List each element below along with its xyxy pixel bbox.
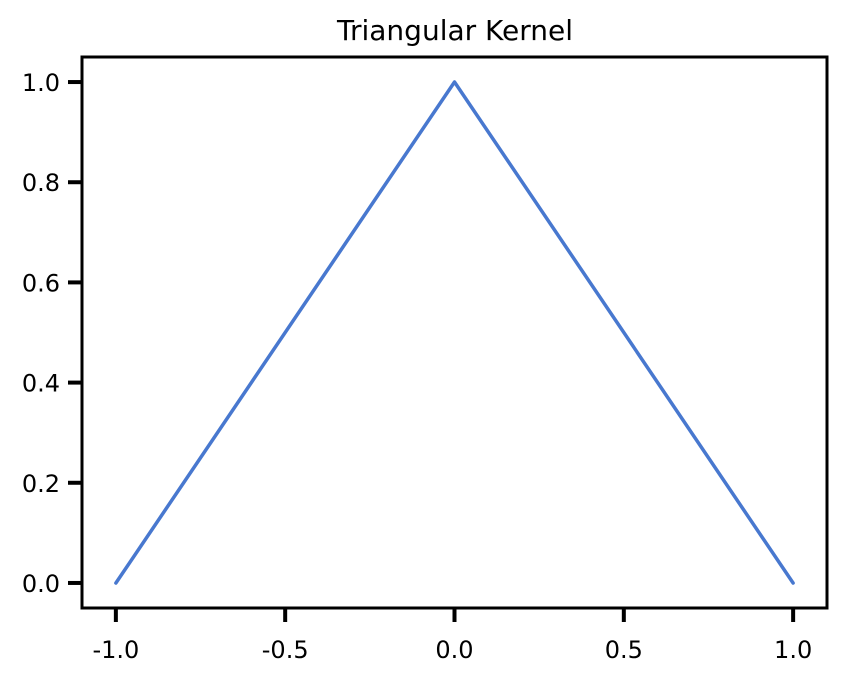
plot-frame <box>80 55 829 610</box>
y-tick-label: 0.0 <box>22 570 60 598</box>
y-tick-label: 0.4 <box>22 370 60 398</box>
x-tick-label: 0.0 <box>435 636 473 664</box>
y-tick-label: 1.0 <box>22 69 60 97</box>
chart-title: Triangular Kernel <box>336 14 573 47</box>
x-tick-label: 1.0 <box>774 636 812 664</box>
x-tick-label: 0.5 <box>605 636 643 664</box>
y-axis: 0.0 0.2 0.4 0.6 0.8 1.0 <box>22 69 82 598</box>
x-axis: -1.0 -0.5 0.0 0.5 1.0 <box>92 608 812 664</box>
y-tick-label: 0.2 <box>22 470 60 498</box>
series-line <box>114 80 795 585</box>
series-layer <box>114 80 795 585</box>
y-tick-label: 0.6 <box>22 269 60 297</box>
x-tick-label: -1.0 <box>92 636 139 664</box>
x-tick-label: -0.5 <box>262 636 309 664</box>
y-tick-label: 0.8 <box>22 169 60 197</box>
